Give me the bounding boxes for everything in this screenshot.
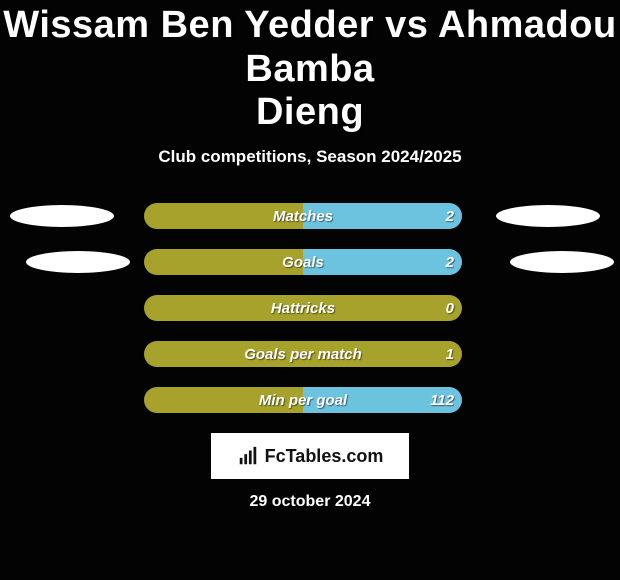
comparison-chart: Matches2 Goals2 Hattricks0 Goals per match1… <box>10 203 610 413</box>
stat-bar: Min per goal112 <box>144 387 462 413</box>
chart-row: Goals2 <box>10 249 610 275</box>
stat-bar-right <box>303 387 462 413</box>
chart-row: Goals per match1 <box>10 341 610 367</box>
stat-bar-left <box>144 203 303 229</box>
stat-bar-left <box>144 249 303 275</box>
chart-row: Hattricks0 <box>10 295 610 321</box>
player-right-marker <box>510 251 614 273</box>
date-text: 29 october 2024 <box>0 493 620 511</box>
title-line-2: Dieng <box>256 91 364 133</box>
page-title: Wissam Ben Yedder vs Ahmadou Bamba Dieng <box>0 0 620 135</box>
stat-bar: Goals per match1 <box>144 341 462 367</box>
bars-icon <box>237 445 259 467</box>
logo-text: FcTables.com <box>265 446 384 467</box>
player-left-marker <box>26 251 130 273</box>
stat-bar: Goals2 <box>144 249 462 275</box>
stat-bar-left <box>144 341 462 367</box>
player-right-marker <box>496 205 600 227</box>
chart-row: Matches2 <box>10 203 610 229</box>
chart-row: Min per goal112 <box>10 387 610 413</box>
stat-bar: Matches2 <box>144 203 462 229</box>
fctables-logo: FcTables.com <box>211 433 409 479</box>
player-left-marker <box>10 205 114 227</box>
stat-bar: Hattricks0 <box>144 295 462 321</box>
subtitle: Club competitions, Season 2024/2025 <box>0 147 620 167</box>
stat-bar-right <box>303 203 462 229</box>
stat-bar-right <box>303 249 462 275</box>
title-line-1: Wissam Ben Yedder vs Ahmadou Bamba <box>3 4 616 90</box>
stat-bar-left <box>144 387 303 413</box>
stat-bar-left <box>144 295 462 321</box>
